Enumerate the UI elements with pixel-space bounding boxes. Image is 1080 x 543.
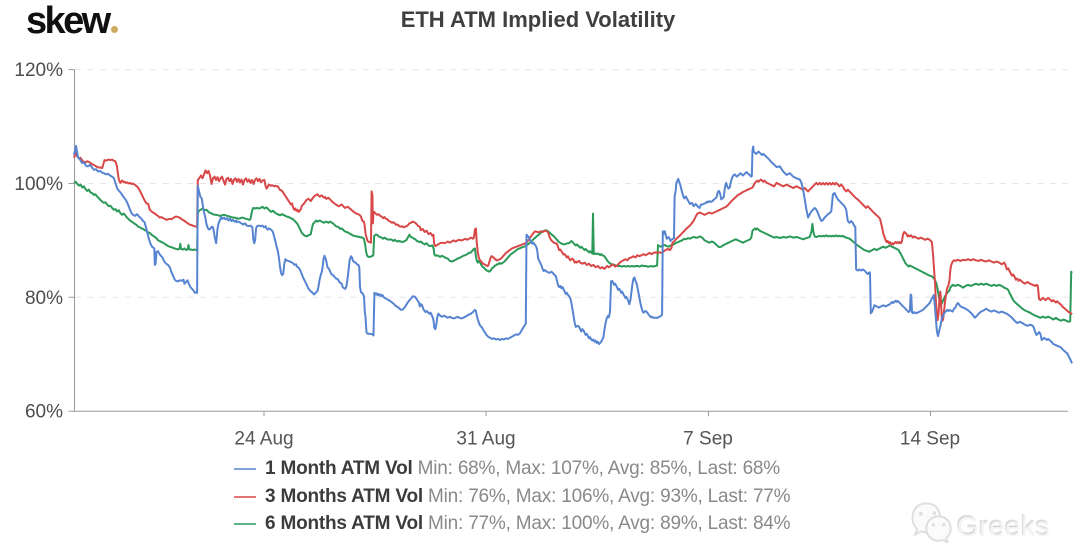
svg-text:7 Sep: 7 Sep — [683, 429, 733, 450]
svg-text:120%: 120% — [14, 60, 63, 81]
svg-text:80%: 80% — [25, 288, 63, 309]
svg-text:24 Aug: 24 Aug — [234, 429, 293, 450]
svg-text:14 Sep: 14 Sep — [900, 429, 960, 450]
svg-text:60%: 60% — [25, 402, 63, 423]
svg-text:31 Aug: 31 Aug — [456, 429, 515, 450]
svg-text:100%: 100% — [14, 174, 63, 195]
